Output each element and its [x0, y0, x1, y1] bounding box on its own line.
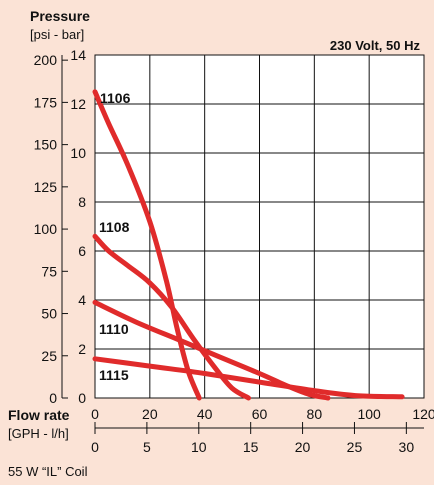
gph-axis: 0 20 40 60 80 100 120: [91, 406, 434, 422]
psi-tick-label: 25: [41, 348, 57, 364]
lh-tick-label: 10: [191, 439, 207, 455]
psi-axis: 0 25 50 75 100 125 150 175 200: [34, 52, 68, 406]
grid: [94, 54, 425, 399]
curve-1108: [92, 233, 251, 401]
lh-tick-label: 20: [295, 439, 311, 455]
bar-tick-label: 8: [78, 194, 86, 210]
footnote: 55 W “IL” Coil: [8, 464, 88, 479]
curve-1115: [92, 356, 405, 400]
psi-tick-label: 200: [34, 52, 58, 68]
curve-1110: [92, 299, 331, 401]
series-label-1110: 1110: [99, 321, 129, 337]
lh-tick-label: 30: [399, 439, 415, 455]
series-label-1106: 1106: [100, 90, 131, 106]
psi-tick-label: 125: [34, 179, 58, 195]
x-axis-units: [GPH - l/h]: [8, 426, 69, 441]
psi-tick-label: 75: [41, 263, 57, 279]
series-label-1108: 1108: [99, 219, 130, 235]
gph-tick-label: 40: [197, 406, 213, 422]
bar-tick-label: 14: [70, 47, 86, 63]
gph-tick-label: 60: [252, 406, 268, 422]
bar-tick-label: 2: [78, 341, 86, 357]
psi-tick-label: 175: [34, 94, 58, 110]
curve-1106: [92, 89, 202, 401]
psi-tick-label: 0: [49, 390, 57, 406]
lh-tick-label: 15: [243, 439, 259, 455]
series-label-1115: 1115: [99, 367, 129, 383]
chart-title: Pressure: [30, 8, 90, 24]
gph-tick-label: 0: [91, 406, 99, 422]
bar-tick-label: 6: [78, 243, 86, 259]
bar-tick-label: 10: [70, 145, 86, 161]
curves: [92, 89, 405, 401]
gph-tick-label: 20: [142, 406, 158, 422]
psi-tick-label: 50: [41, 306, 57, 322]
bar-axis: 0 2 4 6 8 10 12 14: [70, 47, 86, 406]
psi-tick-label: 100: [34, 221, 58, 237]
bar-tick-label: 4: [78, 292, 86, 308]
y-units-label: [psi - bar]: [30, 27, 84, 42]
x-axis-label: Flow rate: [8, 407, 70, 423]
psi-tick-label: 150: [34, 137, 58, 153]
bar-tick-label: 12: [70, 96, 86, 112]
lh-axis: 0 5 10 15 20 25 30: [91, 422, 414, 455]
chart-subtitle: 230 Volt, 50 Hz: [330, 38, 421, 53]
lh-tick-label: 5: [143, 439, 151, 455]
gph-tick-label: 80: [307, 406, 323, 422]
bar-tick-label: 0: [78, 390, 86, 406]
gph-tick-label: 120: [412, 406, 434, 422]
lh-tick-label: 25: [347, 439, 363, 455]
lh-tick-label: 0: [91, 439, 99, 455]
gph-tick-label: 100: [357, 406, 381, 422]
series-labels: 1106 1108 1110 1115: [99, 90, 131, 383]
